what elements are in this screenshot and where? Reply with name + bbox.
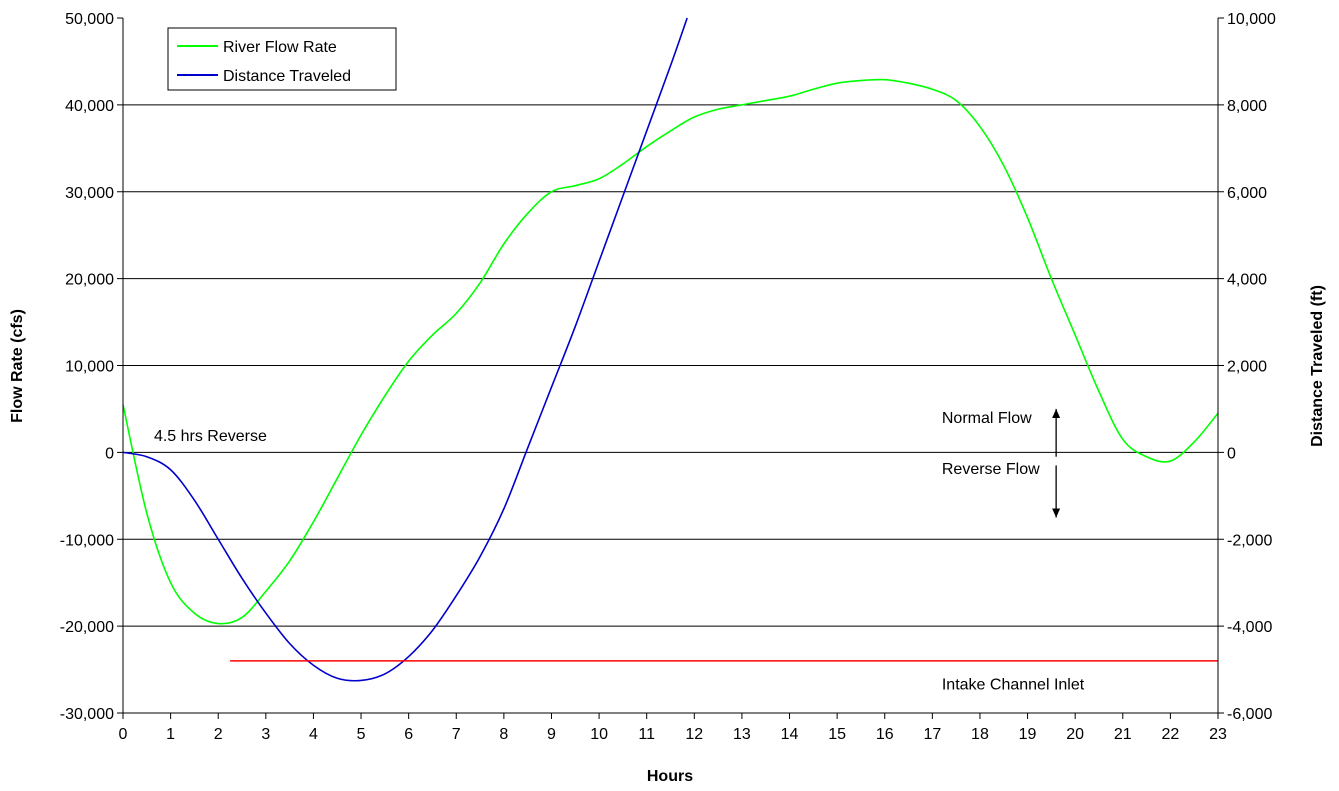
x-tick-label: 8 bbox=[499, 726, 508, 743]
y-left-tick-label: 30,000 bbox=[65, 185, 114, 202]
x-tick-label: 10 bbox=[590, 726, 608, 743]
y-right-tick-label: 0 bbox=[1227, 445, 1236, 462]
x-tick-label: 14 bbox=[781, 726, 799, 743]
y-left-tick-label: -20,000 bbox=[60, 619, 114, 636]
y-right-tick-label: 6,000 bbox=[1227, 185, 1267, 202]
y-right-tick-label: 4,000 bbox=[1227, 272, 1267, 289]
x-tick-label: 21 bbox=[1114, 726, 1132, 743]
gridlines bbox=[123, 104, 1218, 627]
x-tick-label: 1 bbox=[166, 726, 175, 743]
y-axis-right-title: Distance Traveled (ft) bbox=[1309, 285, 1326, 447]
river-flow-rate-line bbox=[122, 78, 1219, 625]
x-tick-label: 4 bbox=[309, 726, 318, 743]
y-right-tick-label: -2,000 bbox=[1227, 532, 1272, 549]
y-left-tick-label: -30,000 bbox=[60, 706, 114, 723]
x-axis-title: Hours bbox=[647, 768, 693, 785]
x-tick-label: 7 bbox=[452, 726, 461, 743]
y-right-tick-label: 8,000 bbox=[1227, 98, 1267, 115]
annotation-intake-channel-inlet: Intake Channel Inlet bbox=[942, 677, 1085, 694]
y-right-tick-label: -4,000 bbox=[1227, 619, 1272, 636]
y-right-tick-label: 10,000 bbox=[1227, 11, 1276, 28]
y-left-tick-label: 50,000 bbox=[65, 11, 114, 28]
y-axis-left-title: Flow Rate (cfs) bbox=[9, 309, 26, 423]
x-tick-label: 22 bbox=[1161, 726, 1179, 743]
x-tick-label: 9 bbox=[547, 726, 556, 743]
legend-label-river-flow: River Flow Rate bbox=[223, 39, 337, 56]
x-tick-label: 0 bbox=[119, 726, 128, 743]
arrow-up-icon bbox=[1052, 408, 1061, 457]
x-tick-label: 18 bbox=[971, 726, 989, 743]
x-tick-label: 11 bbox=[638, 726, 655, 743]
x-tick-label: 17 bbox=[923, 726, 941, 743]
x-tick-label: 6 bbox=[404, 726, 413, 743]
x-tick-label: 3 bbox=[261, 726, 270, 743]
y-left-tick-label: -10,000 bbox=[60, 532, 114, 549]
legend-label-distance: Distance Traveled bbox=[223, 68, 351, 85]
legend-box bbox=[167, 27, 397, 91]
x-tick-label: 23 bbox=[1209, 726, 1227, 743]
arrow-down-icon bbox=[1052, 465, 1061, 518]
annotation-reverse-duration: 4.5 hrs Reverse bbox=[154, 428, 267, 445]
tick-labels: 50,000 10,000 40,000 8,000 30,000 6,000 20,000… bbox=[60, 11, 1276, 743]
x-tick-label: 5 bbox=[357, 726, 366, 743]
y-left-tick-label: 0 bbox=[105, 445, 114, 462]
series-layer bbox=[122, 17, 1219, 682]
x-tick-label: 13 bbox=[733, 726, 751, 743]
axes bbox=[117, 17, 1224, 719]
annotations: 4.5 hrs Reverse Normal Flow Reverse Flow In… bbox=[154, 408, 1085, 694]
x-tick-label: 12 bbox=[685, 726, 703, 743]
x-tick-label: 19 bbox=[1019, 726, 1037, 743]
annotation-reverse-flow: Reverse Flow bbox=[942, 461, 1040, 478]
y-right-tick-label: -6,000 bbox=[1227, 706, 1272, 723]
y-left-tick-label: 10,000 bbox=[65, 359, 114, 376]
annotation-normal-flow: Normal Flow bbox=[942, 410, 1032, 427]
x-tick-label: 2 bbox=[214, 726, 223, 743]
x-tick-label: 16 bbox=[876, 726, 894, 743]
y-left-tick-label: 20,000 bbox=[65, 272, 114, 289]
y-right-tick-label: 2,000 bbox=[1227, 359, 1267, 376]
x-tick-label: 20 bbox=[1066, 726, 1084, 743]
distance-traveled-line bbox=[122, 17, 688, 682]
legend: River Flow Rate Distance Traveled bbox=[167, 27, 397, 91]
x-tick-label: 15 bbox=[828, 726, 846, 743]
y-left-tick-label: 40,000 bbox=[65, 98, 114, 115]
